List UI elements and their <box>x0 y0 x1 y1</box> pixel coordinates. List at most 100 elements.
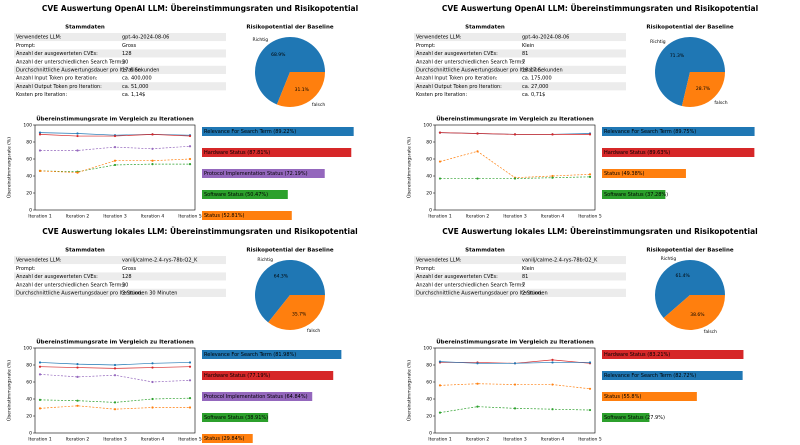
pie-percent: 61.4% <box>675 273 690 279</box>
table-row <box>414 41 626 50</box>
pie-slice <box>254 36 325 105</box>
series-point <box>476 150 479 153</box>
table-key: Durchschnittliche Auswertungsdauer pro I… <box>16 291 143 297</box>
series-point <box>76 399 79 402</box>
table-key: Kosten pro Iteration: <box>16 92 67 98</box>
line-title: Übereinstimmungsrate im Vergleich zu Ite… <box>436 116 594 123</box>
pie-label: Richtig <box>252 37 268 43</box>
mean-bar <box>602 413 650 422</box>
series-point <box>476 132 479 135</box>
series-point <box>76 134 79 138</box>
table-row <box>414 280 626 289</box>
series-point <box>588 408 592 412</box>
x-tick-label: Iteration 5 <box>578 437 602 443</box>
series-point <box>38 398 42 401</box>
series-point <box>551 358 554 361</box>
x-tick-label: Iteration 1 <box>428 437 452 443</box>
series-point <box>588 175 592 178</box>
table-value: 17.6 Sekunden <box>122 68 159 74</box>
y-tick-label: 100 <box>23 346 32 352</box>
pie-title: Risikopotential der Baseline <box>646 25 733 31</box>
table-row <box>14 65 226 74</box>
plot-frame <box>34 347 196 434</box>
pie-label: Richtig <box>661 256 677 262</box>
table-key: Anzahl Output Token pro Iteration: <box>416 84 502 90</box>
table-title: Stammdaten <box>465 248 505 254</box>
series-point <box>76 132 79 135</box>
series-point <box>438 411 442 414</box>
pie-label: falsch <box>704 329 717 335</box>
pie-slice <box>663 295 725 330</box>
table-value: gpt-4o-2024-08-06 <box>122 35 169 41</box>
plot-frame <box>434 124 596 211</box>
mean-bar-label: Software Status (27.9%) <box>604 415 665 421</box>
table-value: 128 <box>122 274 132 280</box>
table-value: gpt-4o-2024-08-06 <box>522 35 569 41</box>
mean-bar-label: Relevance For Search Term (81.98%) <box>204 352 296 358</box>
x-tick-label: Iteration 2 <box>66 437 90 443</box>
table-title: Stammdaten <box>65 248 105 254</box>
mean-bar-label: Protocol Implementation Status (64.84%) <box>204 394 308 400</box>
plot-frame <box>34 124 196 211</box>
mean-bar <box>202 190 288 199</box>
x-tick-label: Iteration 4 <box>541 214 565 220</box>
line-title: Übereinstimmungsrate im Vergleich zu Ite… <box>36 116 194 123</box>
table-value: ca. 1,14$ <box>122 92 145 98</box>
series-point <box>151 147 154 150</box>
series-point <box>38 169 42 172</box>
x-tick-label: Iteration 3 <box>503 214 527 220</box>
series-line <box>39 163 190 173</box>
series-point <box>188 365 192 368</box>
table-row <box>414 33 626 42</box>
series-point <box>188 406 192 409</box>
table-key: Durchschnittliche Auswertungsdauer pro I… <box>16 68 143 74</box>
pie-label: Richtig <box>257 257 273 263</box>
mean-bar <box>602 148 755 157</box>
table-value: 30 <box>122 59 128 65</box>
table-value: ca. 51,000 <box>122 84 149 90</box>
plot-frame <box>434 347 596 434</box>
series-point <box>38 133 42 136</box>
series-point <box>551 383 554 386</box>
x-tick-label: Iteration 1 <box>28 214 52 220</box>
x-tick-label: Iteration 5 <box>178 214 202 220</box>
y-tick-label: 60 <box>426 157 432 163</box>
pie-title: Risikopotential der Baseline <box>246 25 333 31</box>
series-point <box>38 361 42 364</box>
series-point <box>113 363 117 367</box>
series-point <box>588 361 592 364</box>
pie-percent: 38.6% <box>690 312 705 318</box>
panel-title: CVE Auswertung lokales LLM: Übereinstimm… <box>442 227 757 236</box>
y-tick-label: 20 <box>426 414 432 420</box>
series-point <box>113 159 117 162</box>
mean-bar <box>602 127 755 136</box>
pie-label: falsch <box>714 100 727 106</box>
series-point <box>551 408 554 411</box>
series-point <box>551 174 554 178</box>
y-axis-label: Übereinstimmungsrate (%) <box>406 360 413 421</box>
series-point <box>38 149 42 152</box>
x-tick-label: Iteration 5 <box>578 214 602 220</box>
mean-bar-label: Status (49.38%) <box>604 171 645 177</box>
mean-bar <box>202 350 342 359</box>
series-point <box>38 373 42 376</box>
series-point <box>151 380 154 384</box>
pie-slice <box>268 295 325 330</box>
y-tick-label: 0 <box>429 208 432 214</box>
mean-bar-label: Software Status (38.91%) <box>204 415 268 421</box>
table-row <box>414 74 626 83</box>
table-row <box>14 272 226 281</box>
series-point <box>188 379 192 382</box>
y-tick-label: 80 <box>26 363 32 369</box>
series-point <box>513 362 517 365</box>
series-point <box>76 363 79 366</box>
table-row <box>414 272 626 281</box>
panel-title: CVE Auswertung lokales LLM: Übereinstimm… <box>42 227 357 236</box>
pie-slice <box>255 260 325 323</box>
mean-bar <box>602 371 743 380</box>
series-point <box>438 131 442 134</box>
table-key: Verwendetes LLM: <box>416 258 462 264</box>
series-point <box>151 159 154 162</box>
table-row <box>414 49 626 58</box>
